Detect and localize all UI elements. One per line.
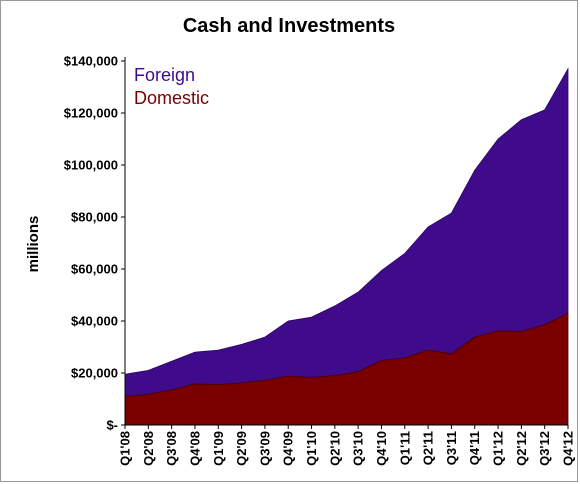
y-tick-label: $60,000 [71, 262, 118, 277]
y-tick-label: $100,000 [64, 158, 118, 173]
x-tick-label: Q3'12 [537, 431, 552, 466]
x-tick-label: Q2'08 [141, 431, 156, 466]
y-tick-label: $80,000 [71, 210, 118, 225]
x-tick-label: Q3'10 [351, 431, 366, 466]
x-tick-label: Q1'11 [397, 431, 412, 465]
series-area-domestic [124, 312, 569, 426]
y-tick-label: $120,000 [64, 106, 118, 121]
y-tick-label: $- [106, 418, 118, 433]
x-tick-label: Q4'11 [467, 431, 482, 465]
y-tick-label: $40,000 [71, 314, 118, 329]
x-tick-label: Q1'08 [118, 431, 133, 466]
x-tick-label: Q3'11 [444, 431, 459, 465]
x-tick-label: Q3'08 [164, 431, 179, 466]
x-tick-label: Q4'08 [187, 431, 202, 466]
x-tick-label: Q1'09 [211, 431, 226, 466]
x-tick-label: Q4'10 [374, 431, 389, 466]
x-tick-label: Q1'12 [491, 431, 506, 466]
legend-domestic: Domestic [134, 88, 209, 108]
chart-title: Cash and Investments [182, 15, 396, 37]
legend-foreign: Foreign [134, 65, 195, 85]
y-tick-label: $140,000 [64, 54, 118, 69]
x-tick-label: Q2'12 [514, 431, 529, 466]
x-tick-label: Q4'09 [281, 431, 296, 466]
y-tick-label: $20,000 [71, 366, 118, 381]
x-tick-label: Q2'10 [327, 431, 342, 466]
x-tick-label: Q4'12 [561, 431, 576, 466]
x-tick-label: Q2'09 [234, 431, 249, 466]
x-tick-label: Q1'10 [304, 431, 319, 466]
x-tick-label: Q2'11 [421, 431, 436, 465]
x-tick-label: Q3'09 [257, 431, 272, 466]
